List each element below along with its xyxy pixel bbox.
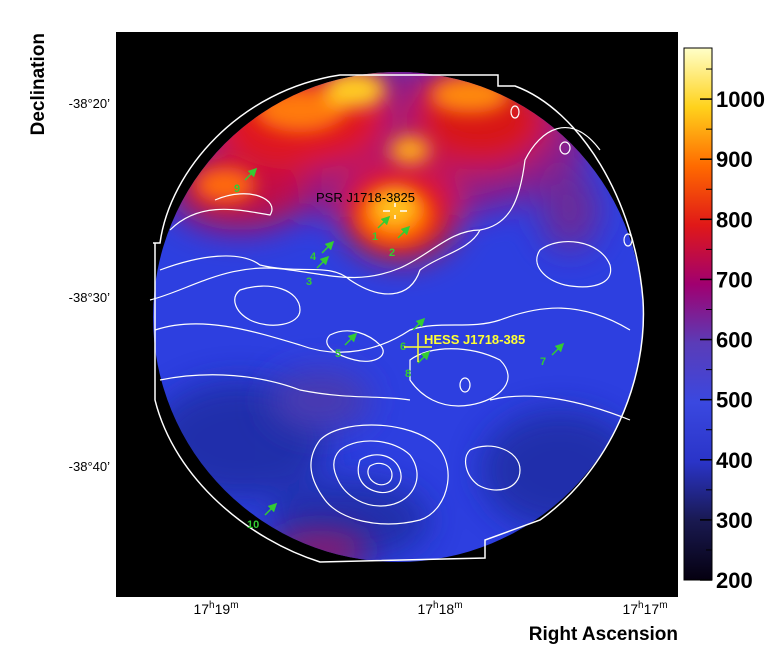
source-label: 7 bbox=[540, 356, 546, 368]
source-arrow bbox=[377, 215, 391, 229]
x-tick-hours-unit: h bbox=[638, 600, 644, 611]
colorbar-tick-label: 600 bbox=[716, 328, 753, 353]
x-tick-minutes: 19 bbox=[215, 601, 231, 617]
x-tick-label: 17h19m bbox=[193, 600, 238, 617]
contour-line bbox=[559, 141, 571, 155]
contour-line bbox=[510, 105, 520, 119]
contour-line bbox=[159, 229, 481, 295]
source-marker-7: 7 bbox=[540, 342, 565, 368]
contour-line bbox=[536, 241, 612, 288]
source-label: 4 bbox=[310, 251, 317, 263]
source-label: 8 bbox=[405, 368, 411, 380]
source-marker-5: 5 bbox=[335, 332, 358, 360]
source-label: 6 bbox=[400, 341, 406, 353]
contour-line bbox=[159, 374, 411, 401]
x-tick-label: 17h18m bbox=[417, 600, 462, 617]
source-marker-1: 1 bbox=[372, 215, 391, 243]
source-arrow bbox=[316, 255, 330, 269]
contour-line bbox=[409, 348, 509, 407]
source-arrow bbox=[244, 167, 258, 181]
source-arrow bbox=[412, 317, 426, 331]
contour-line bbox=[149, 127, 601, 301]
x-tick-minutes: 18 bbox=[439, 601, 455, 617]
x-tick-minutes-unit: m bbox=[659, 600, 667, 611]
source-marker-3: 3 bbox=[306, 255, 330, 288]
source-arrow bbox=[551, 342, 565, 356]
contour-line bbox=[234, 285, 301, 326]
colorbar-tick-label: 700 bbox=[716, 267, 753, 292]
x-tick-minutes-unit: m bbox=[454, 600, 462, 611]
colorbar-gradient bbox=[684, 48, 712, 580]
source-marker-4: 4 bbox=[310, 240, 335, 263]
source-label: 10 bbox=[247, 519, 259, 531]
contour-line bbox=[169, 193, 273, 231]
contour-lines bbox=[149, 105, 633, 525]
psr-position-marker bbox=[383, 203, 407, 219]
y-axis-label: Declination bbox=[28, 33, 49, 135]
source-arrow bbox=[397, 225, 411, 239]
x-tick-minutes: 17 bbox=[644, 601, 660, 617]
contour-line bbox=[489, 395, 631, 421]
source-arrow bbox=[344, 332, 358, 346]
colorbar-tick-label: 900 bbox=[716, 147, 753, 172]
x-tick-hours: 17 bbox=[622, 601, 638, 617]
source-label: 9 bbox=[234, 183, 240, 195]
source-marker-9: 9 bbox=[234, 167, 258, 195]
y-tick-label: -38°40’ bbox=[69, 459, 110, 474]
contour-line bbox=[326, 330, 384, 362]
colorbar-tick-label: 800 bbox=[716, 207, 753, 232]
colorbar-tick-label: 200 bbox=[716, 568, 753, 593]
colorbar-tick-label: 300 bbox=[716, 508, 753, 533]
colorbar-tick-label: 400 bbox=[716, 448, 753, 473]
source-marker-6: 6 bbox=[400, 317, 426, 353]
source-marker-10: 10 bbox=[247, 502, 278, 531]
source-label: 1 bbox=[372, 231, 378, 243]
colorbar-frame bbox=[683, 47, 713, 581]
contour-line bbox=[310, 424, 449, 525]
contour-line bbox=[154, 307, 631, 353]
colorbar-ticks: 1000 900 800 700 600 500 400 300 200 bbox=[700, 68, 765, 593]
contour-line bbox=[367, 462, 393, 486]
x-tick-hours: 17 bbox=[193, 601, 209, 617]
hess-centroid-marker bbox=[404, 333, 432, 362]
annotation-psr-label: PSR J1718-3825 bbox=[316, 190, 415, 205]
y-tick-label: -38°30’ bbox=[69, 290, 110, 305]
source-arrow bbox=[264, 502, 278, 516]
source-label: 2 bbox=[389, 247, 395, 259]
x-tick-hours-unit: h bbox=[209, 600, 215, 611]
source-label: 3 bbox=[306, 276, 312, 288]
x-tick-hours: 17 bbox=[417, 601, 433, 617]
x-axis-ticks: 17h19m 17h18m 17h17m bbox=[193, 600, 667, 617]
contour-line bbox=[333, 440, 418, 507]
x-tick-hours-unit: h bbox=[433, 600, 439, 611]
annotation-hess-label: HESS J1718-385 bbox=[424, 332, 525, 347]
source-arrow bbox=[417, 350, 431, 364]
y-axis-ticks: -38°20’ -38°30’ -38°40’ bbox=[69, 96, 110, 474]
source-label: 5 bbox=[335, 348, 341, 360]
contour-line bbox=[459, 377, 471, 393]
y-tick-label: -38°20’ bbox=[69, 96, 110, 111]
source-arrow bbox=[321, 240, 335, 254]
fov-boundary bbox=[153, 74, 645, 563]
x-tick-minutes-unit: m bbox=[230, 600, 238, 611]
x-tick-label: 17h17m bbox=[622, 600, 667, 617]
source-markers: 12 3 4 5 6 7 8 9 10 bbox=[234, 167, 565, 531]
contour-line bbox=[464, 445, 521, 491]
source-marker-8: 8 bbox=[405, 350, 431, 380]
colorbar-tick-label: 1000 bbox=[716, 87, 765, 112]
x-axis-label: Right Ascension bbox=[529, 624, 678, 645]
contour-line bbox=[357, 454, 402, 494]
source-marker-2: 2 bbox=[389, 225, 411, 259]
colorbar-tick-label: 500 bbox=[716, 388, 753, 413]
